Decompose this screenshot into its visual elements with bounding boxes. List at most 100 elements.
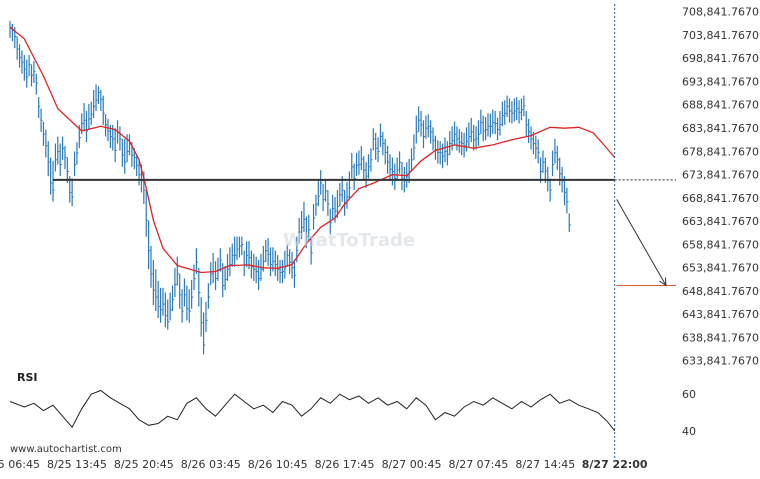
price-bar [425, 115, 428, 139]
price-bar [360, 145, 363, 171]
price-tick-label: 633,841.7670 [682, 355, 759, 368]
price-bar [485, 117, 488, 141]
price-bar [482, 115, 485, 142]
price-bar [155, 269, 158, 312]
price-bar [150, 245, 153, 288]
price-tick-label: 663,841.7670 [682, 215, 759, 228]
price-bar [315, 194, 318, 216]
price-bar [257, 259, 261, 291]
price-bar [453, 121, 457, 146]
price-bar [300, 211, 304, 239]
price-bar [446, 141, 449, 166]
time-tick-label: 8/27 14:45 [515, 458, 575, 471]
time-tick-label: 8/27 00:45 [382, 458, 442, 471]
price-bar [114, 128, 117, 163]
price-bar [332, 194, 335, 221]
price-bar [492, 109, 495, 134]
price-bar [212, 252, 215, 284]
price-bar [202, 312, 206, 355]
price-bar [50, 157, 53, 195]
price-bar [124, 138, 127, 174]
price-bar [26, 59, 29, 88]
price-bar [54, 143, 58, 172]
price-bar [93, 90, 96, 118]
price-bar [157, 280, 160, 319]
price-bar [396, 157, 399, 181]
price-bar [279, 259, 282, 284]
time-tick-label: 8/26 03:45 [181, 458, 241, 471]
price-bar [169, 292, 172, 321]
price-bar [45, 129, 48, 158]
price-bar [18, 44, 22, 68]
price-bar [28, 55, 31, 77]
price-bar [351, 152, 354, 179]
price-bar [193, 264, 196, 291]
price-bar [191, 279, 194, 309]
price-tick-label: 693,841.7670 [682, 75, 759, 88]
moving-average-layer [9, 26, 616, 274]
price-bar [384, 138, 387, 165]
price-bar [102, 95, 105, 125]
price-bar [162, 287, 165, 316]
price-bar [238, 236, 242, 258]
price-bar [532, 131, 536, 155]
price-bar [539, 157, 543, 184]
price-bar [293, 259, 297, 288]
price-tick-label: 708,841.7670 [682, 6, 759, 19]
price-tick-label: 703,841.7670 [682, 29, 759, 42]
price-bar [88, 103, 91, 130]
price-bar [138, 158, 141, 186]
price-bar [241, 236, 244, 256]
price-bar [511, 101, 514, 124]
price-bar [207, 283, 210, 309]
price-bar [179, 273, 182, 309]
price-bar [121, 138, 124, 167]
price-bar [90, 101, 93, 125]
price-bar [389, 154, 392, 181]
credit-text: www.autochartist.com [10, 444, 122, 455]
price-bar [559, 157, 562, 186]
price-bar [494, 110, 497, 135]
price-bar [73, 151, 77, 177]
price-bar [363, 156, 366, 181]
price-bar [253, 253, 256, 281]
price-bar [327, 190, 330, 216]
price-bar [320, 170, 323, 195]
price-bar [95, 84, 98, 111]
price-bar [430, 120, 433, 144]
price-bar [246, 241, 249, 267]
price-bar [61, 136, 65, 160]
watermark-text: WhatToTrade [283, 230, 415, 251]
price-bar [71, 178, 74, 207]
time-tick-label: 8/27 07:45 [448, 458, 508, 471]
rsi-tick-label: 60 [682, 388, 696, 401]
price-bar [269, 247, 273, 277]
price-bar [267, 238, 270, 266]
price-bar [210, 262, 213, 286]
time-axis: 8/25 06:45 8/25 13:45 8/25 20:45 8/26 03:45… [0, 458, 648, 471]
pattern-overlays [53, 4, 676, 458]
price-bar [432, 127, 435, 151]
price-bar [480, 109, 483, 135]
price-bar [551, 150, 555, 177]
price-bar [214, 261, 218, 291]
price-bar [523, 95, 526, 117]
price-bar [66, 157, 69, 184]
price-bar [372, 128, 375, 151]
price-tick-label: 698,841.7670 [682, 52, 759, 65]
price-bar [76, 142, 79, 165]
price-bar [23, 55, 26, 81]
price-bar [542, 150, 545, 173]
price-bar [255, 256, 258, 284]
price-bar [303, 201, 306, 232]
price-bar [145, 190, 148, 237]
price-bar [413, 134, 416, 160]
price-bar [437, 140, 440, 164]
forecast-arrow-head [659, 277, 667, 287]
price-bar [365, 162, 368, 188]
price-bar [85, 110, 89, 143]
price-bar [200, 297, 203, 337]
price-bar [310, 236, 313, 265]
